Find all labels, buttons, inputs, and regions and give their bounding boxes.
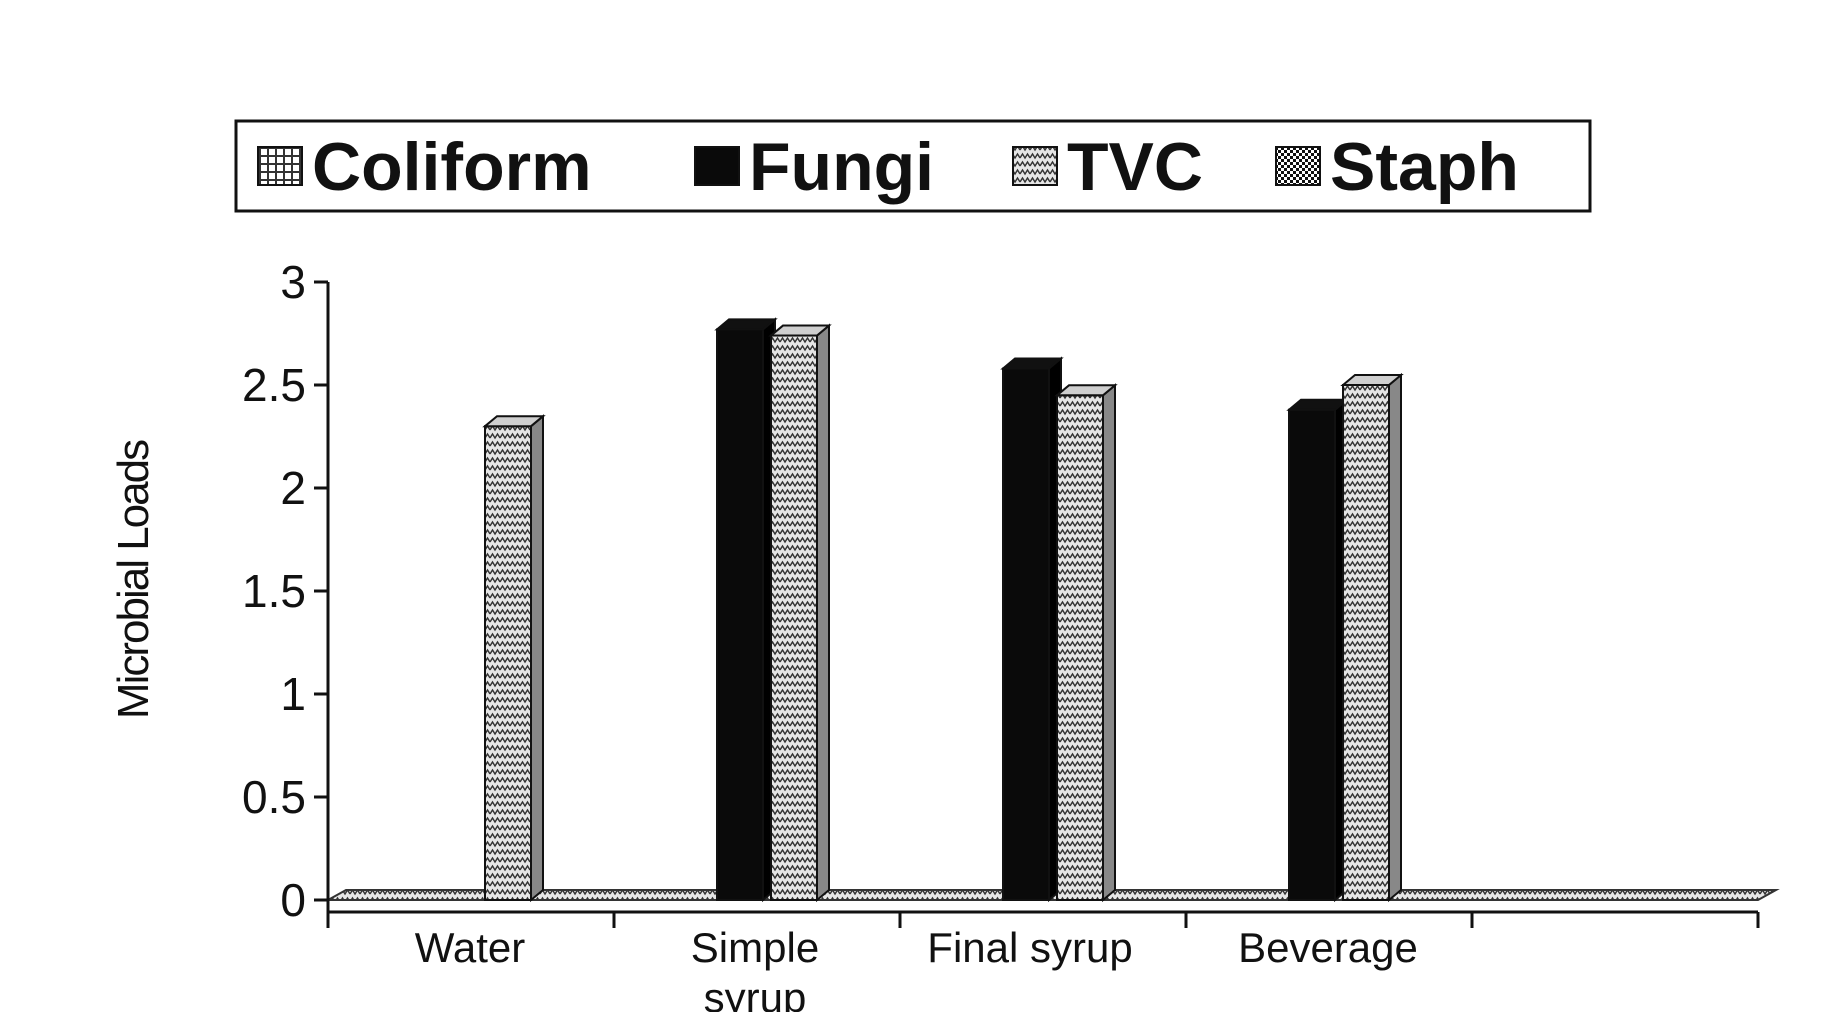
bar-tvc-beverage [1340,372,1404,903]
x-category-label-water: Water [415,924,525,971]
y-tick-label: 0 [280,874,306,926]
legend-label-staph: Staph [1330,129,1519,205]
legend-frame [234,119,1592,213]
legend-label-coliform: Coliform [312,129,592,205]
bar-fungi-final-syrup [1000,356,1064,903]
bar-tvc-simple-syrup [768,323,832,903]
bar-fungi-simple-syrup [714,317,778,903]
y-tick-label: 0.5 [242,771,306,823]
y-tick-label: 3 [280,256,306,308]
bar-fungi-beverage [1286,397,1350,903]
x-axis: Water Simple syrup Final syrup Beverage [326,910,1760,1012]
legend-label-tvc: TVC [1067,129,1203,205]
y-axis: 0 0.5 1 1.5 2 2.5 3 [242,256,330,926]
bar-tvc-water [482,414,546,903]
bars [482,317,1404,903]
y-tick-label: 1.5 [242,565,306,617]
legend: Coliform Fungi TVC Staph [234,119,1592,213]
legend-swatch-tvc [1012,146,1058,186]
legend-label-fungi: Fungi [749,129,934,205]
x-category-label-beverage: Beverage [1238,924,1418,971]
x-category-label-simple-syrup: Simple syrup [691,924,819,1012]
y-tick-label: 1 [280,668,306,720]
y-tick-label: 2 [280,462,306,514]
bar-tvc-final-syrup [1054,383,1118,903]
y-tick-label: 2.5 [242,359,306,411]
x-category-label-final-syrup: Final syrup [927,924,1132,971]
legend-swatch-coliform [257,146,303,186]
legend-swatch-staph [1275,146,1321,186]
legend-swatch-fungi [694,146,740,186]
y-axis-title: Microbial Loads [109,440,158,719]
